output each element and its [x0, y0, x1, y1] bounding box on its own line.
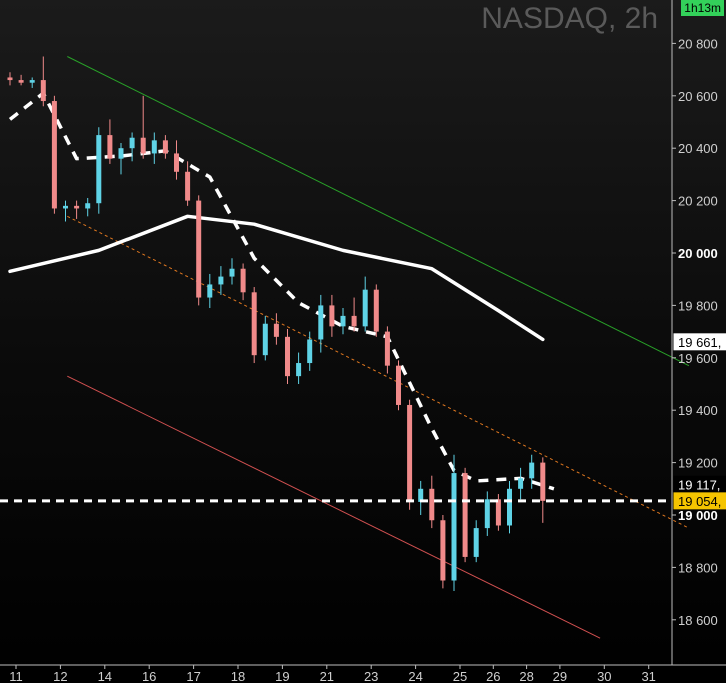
candle-body — [107, 135, 113, 159]
x-tick-label: 30 — [597, 669, 611, 683]
candle-body — [351, 315, 357, 327]
candle-body — [140, 137, 146, 154]
candle-body — [307, 339, 313, 364]
trend-channels — [67, 56, 690, 639]
x-tick-label: 25 — [453, 669, 467, 683]
candle-body — [240, 268, 246, 293]
candle-body — [396, 365, 401, 405]
moving-average-lines — [8, 91, 555, 491]
x-axis: 11 12 14 16 17 18 19 21 23 24 25 26 28 29 30 31 — [0, 664, 726, 683]
dashed-ma-line — [8, 91, 555, 491]
y-tick-label: 19 600 — [678, 351, 718, 366]
y-tick-label: 20 600 — [678, 89, 718, 104]
candle-body — [218, 276, 224, 285]
candle-body — [51, 101, 57, 209]
candle-body — [151, 140, 157, 154]
y-tick-label: 18 600 — [678, 613, 718, 628]
x-tick-label: 16 — [142, 669, 156, 683]
x-tick-label: 14 — [98, 669, 112, 683]
y-tick-label: 20 400 — [678, 141, 718, 156]
y-axis: 20 800 20 600 20 400 20 200 20 000 19 800 19 6… — [671, 0, 718, 665]
candle-body — [340, 315, 346, 327]
price-tags: 19 661, 19 117, 19 054, — [673, 333, 726, 510]
candles — [7, 56, 546, 591]
candle-body — [129, 137, 135, 149]
chart-title: NASDAQ, 2h — [481, 2, 658, 35]
x-tick-label: 29 — [553, 669, 567, 683]
candle-body — [29, 80, 35, 83]
candle-body — [174, 153, 179, 172]
candle-body — [462, 473, 468, 557]
candle-body — [329, 305, 335, 327]
candle-body — [229, 268, 235, 277]
y-tick-label: 19 000 — [678, 508, 718, 523]
y-tick-label: 19 400 — [678, 403, 718, 418]
x-tick-label: 26 — [486, 669, 500, 683]
x-tick-label: 24 — [408, 669, 422, 683]
channel-line-0 — [67, 56, 690, 367]
candle-body — [362, 289, 368, 327]
candle-body — [518, 478, 524, 489]
candle-body — [7, 77, 13, 81]
candle-body — [495, 499, 501, 526]
candle-body — [196, 200, 202, 298]
candle-body — [185, 171, 191, 201]
candle-body — [318, 305, 324, 340]
candle-body — [296, 363, 302, 377]
y-tick-label: 20 800 — [678, 36, 718, 51]
candle-body — [540, 462, 546, 501]
y-tick-label: 20 000 — [678, 246, 718, 261]
candle-body — [484, 499, 490, 529]
candle-body — [40, 80, 46, 102]
candle-body — [251, 292, 257, 356]
x-tick-label: 19 — [275, 669, 289, 683]
candle-body — [262, 323, 268, 356]
x-tick-label: 17 — [186, 669, 200, 683]
candle-body — [207, 284, 213, 298]
price-tag-label: 19 054, — [678, 494, 721, 509]
candle-body — [373, 289, 379, 332]
price-tag-label: 19 661, — [678, 335, 721, 350]
candle-body — [473, 528, 479, 557]
x-tick-label: 21 — [320, 669, 334, 683]
bar-timer-badge: 1h13m — [681, 0, 724, 16]
x-tick-label: 18 — [231, 669, 245, 683]
candle-body — [384, 331, 390, 366]
candle-body — [507, 488, 512, 526]
candle-body — [440, 520, 446, 581]
candle-body — [118, 148, 124, 159]
price-tag-box — [673, 492, 726, 510]
candle-body — [407, 404, 413, 502]
candle-body — [529, 462, 535, 479]
x-tick-label: 31 — [641, 669, 655, 683]
y-tick-label: 19 800 — [678, 298, 718, 313]
price-tag-box — [673, 475, 726, 493]
candle-body — [273, 323, 279, 337]
candle-body — [18, 80, 24, 83]
candle-body — [63, 205, 68, 209]
candle-body — [429, 488, 435, 521]
candle-body — [162, 140, 168, 154]
candle-body — [418, 488, 424, 502]
candle-body — [85, 203, 91, 209]
x-tick-label: 28 — [519, 669, 533, 683]
y-tick-label: 18 800 — [678, 560, 718, 575]
candle-body — [451, 473, 457, 581]
x-tick-label: 23 — [364, 669, 378, 683]
x-tick-label: 11 — [9, 669, 23, 683]
y-tick-label: 19 200 — [678, 456, 718, 471]
channel-line-1 — [67, 215, 690, 529]
y-tick-label: 20 200 — [678, 194, 718, 209]
solid-ma-line — [8, 214, 545, 342]
x-tick-label: 12 — [53, 669, 67, 683]
candle-body — [96, 135, 102, 204]
candle-body — [285, 336, 290, 377]
price-tag-label: 19 117, — [678, 477, 720, 492]
price-tag-box — [673, 333, 726, 351]
candle-body — [74, 205, 80, 209]
channel-line-2 — [67, 375, 601, 639]
